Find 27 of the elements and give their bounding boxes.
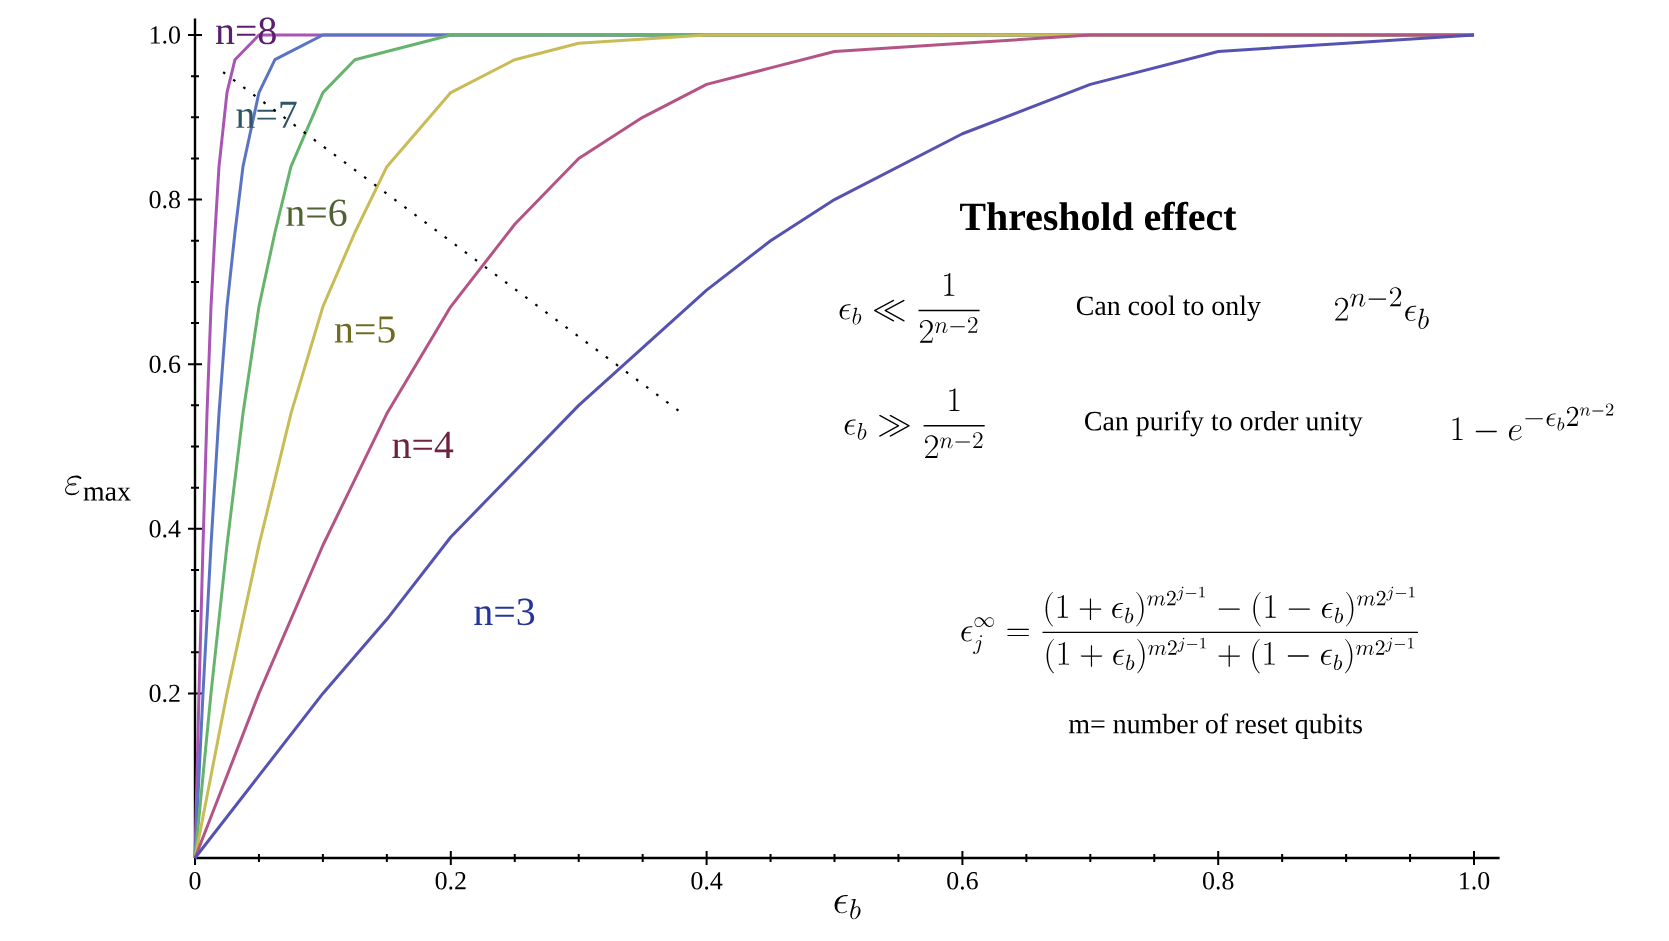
y-tick-label: 0.2 <box>149 684 180 703</box>
series-label: n=8 <box>215 17 276 45</box>
annotation: m= number of reset qubits <box>1068 713 1362 740</box>
annotation: Can cool to only <box>1076 295 1261 321</box>
x-tick-label: 0.6 <box>947 872 978 890</box>
x-tick-label: 0.8 <box>1203 872 1234 890</box>
annotation: $1-e^{-\epsilon_b 2^{n-2}}$ <box>1452 403 1614 441</box>
annotation: $\epsilon_b \gg \frac{1}{2^{n-2}}$ <box>844 388 985 458</box>
annotation: Can purify to order unity <box>1085 410 1363 437</box>
y-tick-label: 0.4 <box>149 520 181 538</box>
annotation: $\epsilon_b \ll \frac{1}{2^{n-2}}$ <box>839 273 980 343</box>
series-label: n=4 <box>392 431 454 458</box>
y-axis-title: $\varepsilon_{\mathrm{max}}$ <box>65 475 131 501</box>
y-tick-label: 0.8 <box>149 190 180 209</box>
x-tick-label: 0 <box>189 872 201 890</box>
annotation: $2^{n-2}\epsilon_b$ <box>1335 287 1429 329</box>
series-label: n=6 <box>286 199 347 227</box>
x-tick-label: 0.2 <box>435 872 466 890</box>
x-tick-label: 0.4 <box>691 872 723 890</box>
annotation: Threshold effect <box>960 201 1237 231</box>
y-tick-label: 1.0 <box>150 26 180 44</box>
series-label: n=3 <box>474 598 535 626</box>
y-tick-label: 0.6 <box>149 355 181 373</box>
x-tick-label: 1.0 <box>1460 872 1490 890</box>
annotation: $\epsilon_j^{\infty}=\frac{(1+\epsilon_b)^{m2^{j-1}}-(1-\epsilon_b)^{m2^{j-1}}}{(1+\epsilon_b)^{m2^{j-1}}+(1-\epsilon_b)^{m2^{j-1}}}$ <box>961 586 1418 674</box>
series-label: n=5 <box>334 316 395 343</box>
x-axis-title: $\epsilon_b$ <box>834 895 861 920</box>
